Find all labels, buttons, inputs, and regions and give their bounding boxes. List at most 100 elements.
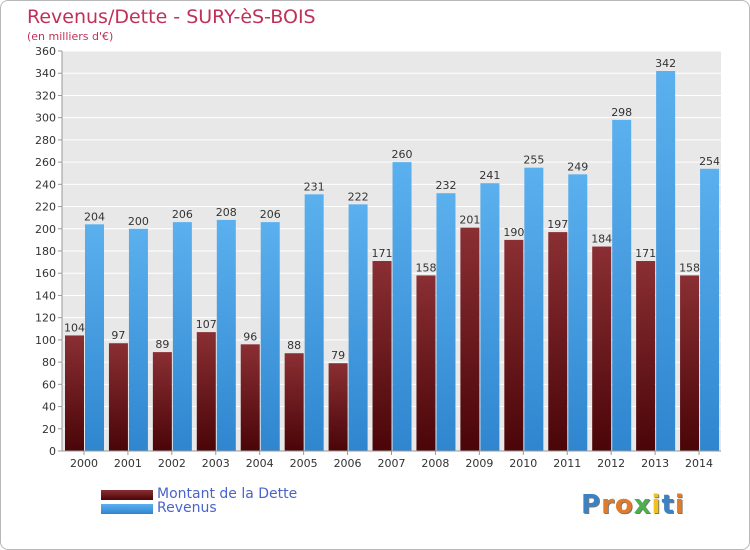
bar-revenus [128, 228, 148, 451]
y-tick-label: 100 [35, 334, 56, 347]
data-labels: 104 204 97 200 89 206 107 208 96 206 88 231 79 222 171… [64, 57, 720, 362]
chart-title: Revenus/Dette - SURY-èS-BOIS [27, 6, 316, 28]
data-label-revenus: 254 [699, 155, 720, 168]
logo-letter: t [661, 490, 675, 520]
bar-dette [152, 352, 172, 451]
y-tick-label: 360 [35, 45, 56, 58]
bar-dette [284, 353, 304, 451]
bars [65, 71, 720, 452]
data-label-revenus: 231 [304, 180, 325, 193]
data-label-revenus: 249 [567, 160, 588, 173]
bar-revenus [656, 71, 676, 451]
data-label-dette: 201 [459, 214, 480, 227]
data-label-dette: 197 [547, 218, 568, 231]
bar-revenus [260, 222, 280, 451]
bar-revenus [304, 194, 324, 452]
proxiti-logo: Proxiti [581, 490, 685, 520]
y-tick-label: 200 [35, 223, 56, 236]
y-tick-label: 300 [35, 112, 56, 125]
bar-dette [548, 232, 568, 451]
data-label-dette: 184 [591, 233, 612, 246]
chart-subtitle: (en milliers d'€) [27, 30, 114, 43]
data-label-revenus: 342 [655, 57, 676, 70]
x-tick-label: 2002 [158, 457, 186, 470]
y-tick-label: 260 [35, 156, 56, 169]
x-tick-label: 2003 [202, 457, 230, 470]
y-tick-label: 340 [35, 67, 56, 80]
data-label-dette: 171 [635, 247, 656, 260]
data-label-revenus: 204 [84, 210, 105, 223]
x-axis: 2000 2001 2002 2003 2004 2005 2006 2007 2008 2009… [62, 450, 721, 470]
bar-dette [504, 239, 524, 451]
legend-label-revenus: Revenus [157, 500, 217, 516]
y-tick-label: 120 [35, 312, 56, 325]
data-label-revenus: 208 [216, 206, 237, 219]
bar-revenus [348, 204, 368, 451]
data-label-dette: 79 [331, 349, 345, 362]
y-tick-label: 180 [35, 245, 56, 258]
bar-dette [460, 227, 480, 451]
x-tick-label: 2005 [290, 457, 318, 470]
bar-revenus [392, 162, 412, 451]
bar-revenus [524, 167, 544, 451]
x-tick-label: 2010 [509, 457, 537, 470]
bar-revenus [216, 219, 236, 451]
y-tick-label: 0 [49, 445, 56, 458]
data-label-dette: 104 [64, 321, 85, 334]
x-tick-label: 2012 [597, 457, 625, 470]
data-label-revenus: 255 [523, 154, 544, 167]
bar-revenus [568, 174, 588, 452]
y-tick-label: 40 [42, 401, 56, 414]
bar-dette [592, 246, 612, 451]
bar-dette [680, 275, 700, 451]
bar-revenus [436, 193, 456, 451]
x-tick-label: 2006 [334, 457, 362, 470]
y-tick-label: 220 [35, 201, 56, 214]
x-tick-label: 2007 [378, 457, 406, 470]
data-label-dette: 88 [287, 339, 301, 352]
bar-dette [636, 261, 656, 451]
data-label-dette: 190 [503, 226, 524, 239]
data-label-dette: 171 [372, 247, 393, 260]
x-tick-label: 2011 [553, 457, 581, 470]
data-label-revenus: 200 [128, 215, 149, 228]
legend-label-debt: Montant de la Dette [157, 486, 298, 502]
bar-dette [108, 343, 128, 451]
y-tick-label: 160 [35, 267, 56, 280]
x-tick-label: 2004 [246, 457, 274, 470]
data-label-revenus: 241 [479, 169, 500, 182]
bar-revenus [85, 224, 104, 451]
logo-letter: x [633, 490, 652, 520]
data-label-dette: 158 [415, 261, 436, 274]
data-label-revenus: 260 [392, 148, 413, 161]
x-tick-label: 2013 [641, 457, 669, 470]
data-label-dette: 97 [111, 329, 125, 342]
bar-revenus [700, 168, 720, 451]
bar-dette [372, 261, 392, 451]
x-tick-label: 2009 [465, 457, 493, 470]
data-label-revenus: 298 [611, 106, 632, 119]
x-tick-label: 2008 [421, 457, 449, 470]
y-tick-label: 140 [35, 289, 56, 302]
logo-letter: i [674, 490, 685, 520]
logo-letter: r [601, 490, 615, 520]
data-label-revenus: 206 [260, 208, 281, 221]
bar-dette [328, 363, 348, 451]
y-axis: 0 20 40 60 80 100 120 140 160 180 200 220 240 260 280 3… [35, 45, 63, 458]
data-label-dette: 107 [196, 318, 217, 331]
y-tick-label: 320 [35, 89, 56, 102]
y-tick-label: 240 [35, 178, 56, 191]
data-label-dette: 158 [679, 261, 700, 274]
y-tick-label: 20 [42, 423, 56, 436]
bar-dette [416, 275, 436, 451]
bar-revenus [172, 222, 192, 451]
x-tick-label: 2014 [685, 457, 713, 470]
data-label-revenus: 232 [435, 179, 456, 192]
logo-letter: i [651, 490, 662, 520]
data-label-dette: 96 [243, 330, 257, 343]
bar-dette [240, 344, 260, 451]
legend-swatch-revenus [101, 504, 153, 514]
bar-dette [196, 332, 216, 451]
